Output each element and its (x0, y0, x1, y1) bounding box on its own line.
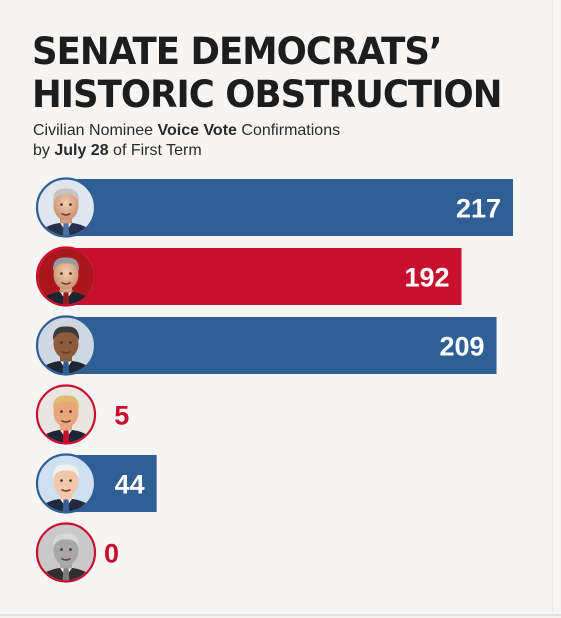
subtitle-2-bold: July 28 (54, 142, 109, 159)
bar-value-label-2: 192 (404, 263, 449, 293)
portrait-5-icon (35, 453, 97, 514)
bar-2 (66, 248, 462, 305)
portrait-3-icon (35, 315, 97, 376)
bar-row-6: 0 (35, 522, 119, 583)
subtitle-1-post: Confirmations (236, 122, 341, 139)
title-line-2: HISTORIC OBSTRUCTION (32, 73, 502, 116)
subtitle-2-pre: by (33, 142, 55, 159)
portrait-1-icon (35, 177, 97, 238)
bar-3 (66, 317, 497, 374)
title-line-1: SENATE DEMOCRATS’ (32, 30, 443, 73)
portrait-2-icon (35, 246, 97, 307)
subtitle-1-bold: Voice Vote (157, 122, 237, 139)
subtitle-1-pre: Civilian Nominee (33, 122, 158, 139)
bar-value-label-6: 0 (104, 539, 119, 569)
bar-row-1: 217 (35, 177, 513, 238)
bottom-edge (0, 614, 561, 616)
bar-value-label-5: 44 (115, 470, 145, 500)
bar-row-5: 44 (35, 453, 157, 514)
portrait-6-icon (35, 522, 97, 583)
right-edge (552, 0, 553, 612)
subtitle-line-2: by July 28 of First Term (33, 141, 340, 161)
bar-value-label-3: 209 (439, 332, 484, 362)
chart-title: SENATE DEMOCRATS’ HISTORIC OBSTRUCTION (32, 30, 502, 116)
bar-value-label-1: 217 (456, 194, 501, 224)
portrait-4-icon (35, 384, 97, 445)
bar-row-3: 209 (35, 315, 497, 376)
bar-1 (66, 179, 513, 236)
subtitle-2-post: of First Term (108, 142, 202, 159)
bar-row-2: 192 (35, 246, 462, 307)
bar-row-4: 5 (35, 384, 129, 445)
subtitle-line-1: Civilian Nominee Voice Vote Confirmation… (33, 121, 340, 141)
bar-value-label-4: 5 (114, 401, 129, 431)
chart-subtitle: Civilian Nominee Voice Vote Confirmation… (33, 121, 340, 161)
